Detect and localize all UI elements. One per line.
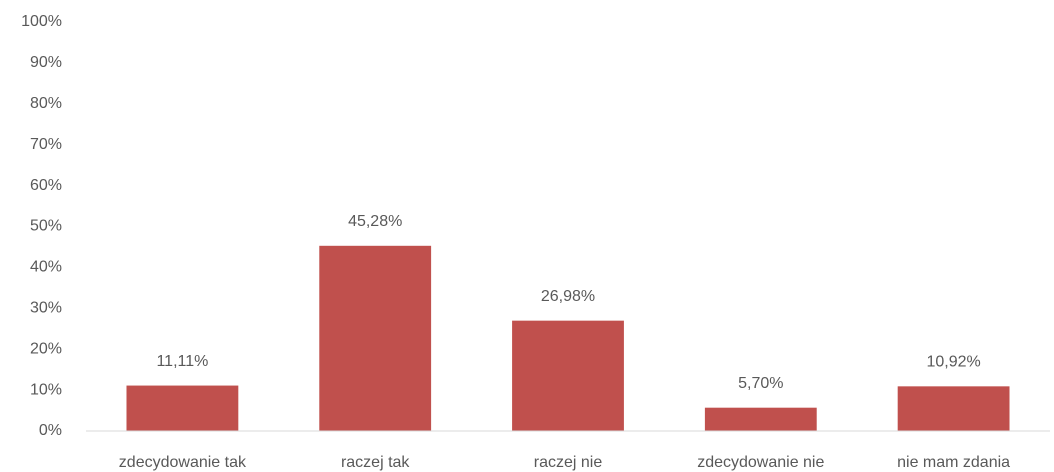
y-tick-label: 100% bbox=[21, 13, 62, 30]
y-tick-label: 70% bbox=[30, 136, 62, 153]
data-label: 45,28% bbox=[348, 213, 402, 230]
data-label: 26,98% bbox=[541, 288, 595, 305]
data-label: 11,11% bbox=[156, 353, 208, 370]
bar bbox=[704, 407, 817, 431]
bar bbox=[126, 385, 239, 431]
y-tick-label: 50% bbox=[30, 218, 62, 235]
x-tick-label: zdecydowanie nie bbox=[697, 454, 824, 471]
y-tick-label: 40% bbox=[30, 259, 62, 276]
x-tick-label: zdecydowanie tak bbox=[119, 454, 247, 471]
y-tick-label: 30% bbox=[30, 300, 62, 317]
x-tick-label: nie mam zdania bbox=[897, 454, 1010, 471]
y-tick-label: 90% bbox=[30, 54, 62, 71]
y-tick-label: 80% bbox=[30, 95, 62, 112]
y-tick-label: 20% bbox=[30, 340, 62, 357]
y-tick-label: 60% bbox=[30, 177, 62, 194]
y-tick-label: 10% bbox=[30, 381, 62, 398]
data-label: 10,92% bbox=[926, 354, 980, 371]
bar bbox=[897, 386, 1010, 431]
bar bbox=[319, 245, 432, 431]
x-tick-label: raczej nie bbox=[534, 454, 603, 471]
data-label: 5,70% bbox=[738, 375, 783, 392]
bar bbox=[512, 320, 624, 431]
y-tick-label: 0% bbox=[39, 422, 62, 439]
x-tick-label: raczej tak bbox=[341, 454, 410, 471]
